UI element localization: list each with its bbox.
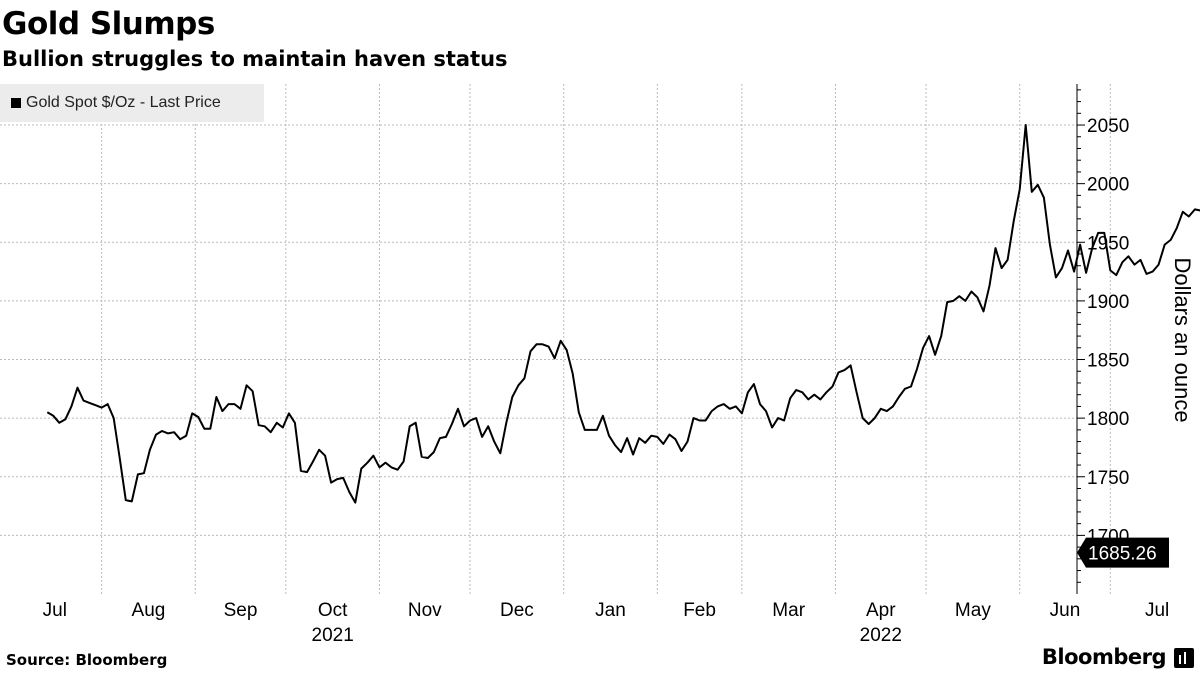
source-note: Source: Bloomberg [6,651,168,669]
y-tick-label: 1900 [1087,292,1129,313]
y-tick-label: 2000 [1087,175,1129,196]
last-value-label: 1685.26 [1088,544,1157,565]
y-tick-label: 1950 [1087,233,1129,254]
x-tick-label: Aug [132,600,166,621]
x-tick-label: Jul [43,600,67,621]
legend: Gold Spot $/Oz - Last Price [0,84,264,122]
x-year-label: 2022 [860,625,902,646]
y-tick-label: 1800 [1087,409,1129,430]
x-tick-label: Jan [595,600,626,621]
chart-title: Gold Slumps [2,6,215,42]
chart-subtitle: Bullion struggles to maintain haven stat… [2,47,508,71]
x-tick-label: Apr [866,600,896,621]
x-tick-label: Dec [500,600,534,621]
x-tick-label: Oct [318,600,348,621]
bloomberg-terminal-icon [1174,648,1194,668]
brand-logo: Bloomberg [1041,645,1167,669]
legend-label: Gold Spot $/Oz - Last Price [26,94,221,111]
last-value-badge [1077,537,1169,568]
x-tick-label: Jun [1050,600,1081,621]
x-tick-label: Nov [408,600,442,621]
x-tick-label: Sep [224,600,258,621]
x-tick-label: Jul [1145,600,1169,621]
y-tick-label: 1750 [1087,468,1129,489]
series-line-gold-spot [46,124,1200,504]
x-tick-label: Feb [683,600,716,621]
legend-swatch [11,98,21,108]
y-tick-label: 2050 [1087,116,1129,137]
x-tick-label: Mar [772,600,805,621]
y-tick-label: 1850 [1087,351,1129,372]
y-axis-title: Dollars an ounce [1170,257,1195,422]
x-tick-label: May [955,600,991,621]
x-year-label: 2021 [312,625,354,646]
